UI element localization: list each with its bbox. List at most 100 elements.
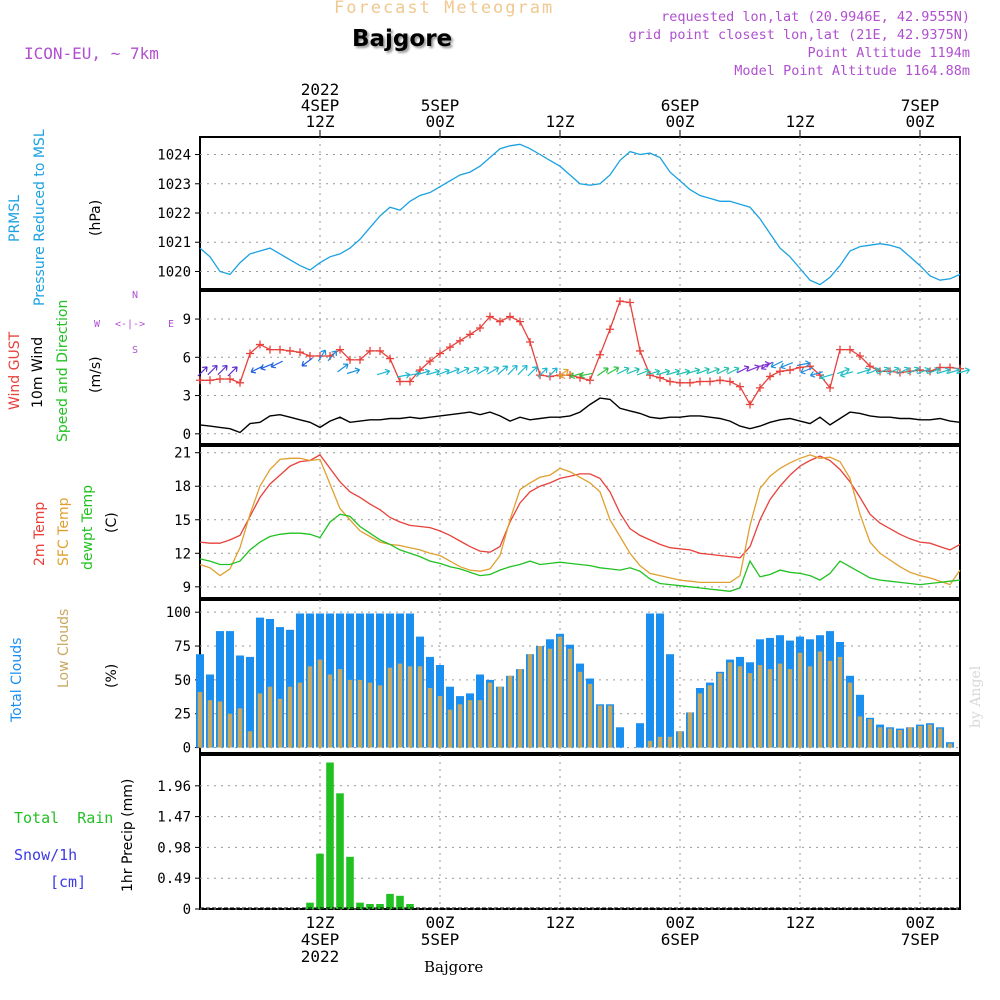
- low-clouds-label: Low Clouds: [56, 608, 72, 688]
- low-cloud-bar: [367, 682, 373, 748]
- temp-2m-label: 2m Temp: [32, 501, 48, 566]
- wind-direction-arrow: [537, 367, 548, 378]
- bottom-time-label: 7SEP: [901, 930, 940, 949]
- low-cloud-bar: [947, 743, 953, 748]
- top-time-label: 5SEP: [421, 96, 460, 115]
- low-cloud-bar: [467, 700, 473, 748]
- wind-direction-arrow: [597, 367, 609, 377]
- gust-marker: [716, 376, 724, 385]
- low-cloud-bar: [927, 724, 933, 748]
- low-cloud-bar: [597, 705, 603, 748]
- clouds-unit: (%): [104, 663, 120, 688]
- low-cloud-bar: [807, 666, 813, 748]
- y-tick-label: 18: [174, 479, 191, 495]
- total-cloud-bar: [276, 627, 284, 748]
- top-time-label: 00Z: [906, 112, 935, 131]
- wind-direction-arrow: [626, 367, 640, 375]
- wind-direction-arrow: [887, 366, 900, 375]
- total-cloud-bar: [666, 654, 674, 748]
- low-cloud-bar: [797, 652, 803, 748]
- gust-marker: [256, 340, 264, 349]
- low-cloud-bar: [787, 669, 793, 748]
- requested-coords: requested lon,lat (20.9946E, 42.9555N): [661, 9, 970, 25]
- y-tick-label: 0: [183, 902, 191, 918]
- total-cloud-bar: [366, 613, 374, 748]
- low-cloud-bar: [767, 669, 773, 748]
- total-cloud-bar: [376, 613, 384, 748]
- gust-marker: [836, 345, 844, 354]
- gust-marker: [496, 317, 504, 326]
- wind-direction-arrow: [270, 360, 283, 369]
- gust-marker: [736, 382, 744, 391]
- low-cloud-bar: [857, 716, 863, 748]
- wind-direction-arrow: [819, 373, 834, 381]
- rain-bar: [356, 902, 364, 909]
- wind-direction-arrow: [547, 367, 558, 378]
- low-cloud-bar: [397, 663, 403, 748]
- gust-marker: [706, 377, 714, 386]
- gust-marker: [846, 345, 854, 354]
- low-cloud-bar: [277, 698, 283, 748]
- bottom-time-label: 12Z: [786, 913, 815, 932]
- gust-marker: [336, 345, 344, 354]
- low-cloud-bar: [497, 686, 503, 748]
- gust-marker: [696, 377, 704, 386]
- gust-marker: [946, 363, 954, 372]
- wind-direction-arrow: [907, 366, 920, 375]
- gust-marker: [726, 377, 734, 386]
- bottom-time-label: 00Z: [426, 913, 455, 932]
- low-cloud-bar: [337, 669, 343, 748]
- temperature-panel: 21 18 15 12 9: [174, 445, 961, 599]
- compass-w: W: [94, 319, 101, 330]
- wind-direction-arrow: [507, 364, 518, 376]
- bottom-time-label: 12Z: [546, 913, 575, 932]
- wind-direction-arrow: [250, 365, 263, 374]
- total-cloud-bar: [616, 727, 624, 748]
- y-tick-label: 1.47: [157, 810, 191, 826]
- low-cloud-bar: [887, 728, 893, 748]
- low-cloud-bar: [227, 713, 233, 748]
- gust-marker: [546, 372, 554, 381]
- wind-direction-arrow: [780, 362, 794, 370]
- low-cloud-bar: [387, 667, 393, 748]
- y-tick-label: 0.98: [157, 840, 191, 856]
- compass-n: N: [132, 290, 139, 301]
- gust-marker: [516, 317, 524, 326]
- gust-marker: [586, 376, 594, 385]
- model-altitude: Model Point Altitude 1164.88m: [734, 63, 970, 79]
- low-cloud-bar: [867, 719, 873, 748]
- total-cloud-bar: [266, 619, 274, 748]
- gust-marker: [476, 323, 484, 332]
- y-tick-label: 1.96: [157, 779, 191, 795]
- gust-marker: [656, 373, 664, 382]
- bottom-time-label: 2022: [301, 947, 340, 966]
- gust-marker: [356, 355, 364, 364]
- low-cloud-bar: [917, 725, 923, 748]
- gust-marker: [346, 355, 354, 364]
- low-cloud-bar: [487, 682, 493, 748]
- gust-marker: [626, 298, 634, 307]
- gust-marker: [446, 343, 454, 352]
- bottom-time-label: 00Z: [906, 913, 935, 932]
- low-cloud-bar: [837, 656, 843, 748]
- low-cloud-bar: [517, 669, 523, 748]
- wind-direction-arrow: [696, 367, 710, 375]
- low-cloud-bar: [247, 731, 253, 748]
- gust-marker: [746, 400, 754, 409]
- wind-direction-arrow: [426, 368, 441, 376]
- gust-marker: [666, 377, 674, 386]
- wind-gust-label: Wind GUST: [7, 331, 23, 410]
- wind-direction-arrow: [346, 367, 361, 375]
- gust-marker: [436, 349, 444, 358]
- gust-marker: [406, 377, 414, 386]
- y-tick-label: 9: [183, 312, 191, 328]
- gust-marker: [456, 336, 464, 345]
- temp-dewpt-line: [199, 513, 961, 592]
- compass-arrows: <-|->: [115, 319, 146, 330]
- wind-direction-arrow: [866, 367, 880, 375]
- gust-marker: [226, 374, 234, 383]
- low-cloud-bar: [317, 659, 323, 748]
- bottom-time-label: 5SEP: [421, 930, 460, 949]
